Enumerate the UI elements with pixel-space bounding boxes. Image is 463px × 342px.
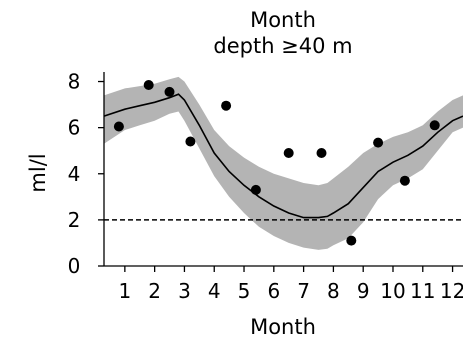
data-point (143, 80, 154, 90)
x-tick-label: 6 (267, 279, 280, 303)
y-tick-label: 4 (68, 162, 81, 186)
data-point (399, 175, 410, 186)
y-tick-label: 2 (68, 208, 81, 232)
y-tick-label: 6 (68, 116, 81, 140)
chart-title: Month (250, 8, 316, 32)
x-tick-label: 4 (208, 279, 221, 303)
y-tick-label: 0 (68, 254, 81, 278)
data-point (164, 86, 175, 97)
x-tick-label: 3 (178, 279, 191, 303)
data-point (346, 235, 357, 246)
x-tick-label: 2 (148, 279, 161, 303)
x-tick-label: 10 (380, 279, 405, 303)
x-tick-label: 11 (410, 279, 435, 303)
data-point (221, 100, 232, 111)
x-axis-label: Month (250, 315, 316, 339)
data-point (373, 137, 384, 148)
x-tick-label: 7 (297, 279, 310, 303)
x-tick-label: 5 (238, 279, 251, 303)
x-tick-label: 12 (440, 279, 463, 303)
x-tick-label: 9 (357, 279, 370, 303)
data-point (283, 148, 294, 158)
data-point (185, 136, 196, 147)
x-tick-label: 1 (118, 279, 131, 303)
x-tick-label: 8 (327, 279, 340, 303)
data-point (429, 120, 440, 131)
data-point (316, 148, 327, 158)
fit-line (103, 93, 463, 219)
y-tick-label: 8 (68, 70, 81, 94)
data-point (250, 184, 261, 195)
data-point (113, 121, 124, 132)
confidence-band (104, 76, 463, 250)
chart-subtitle: depth ≥40 m (213, 34, 353, 58)
y-axis-label: ml/l (26, 153, 50, 192)
